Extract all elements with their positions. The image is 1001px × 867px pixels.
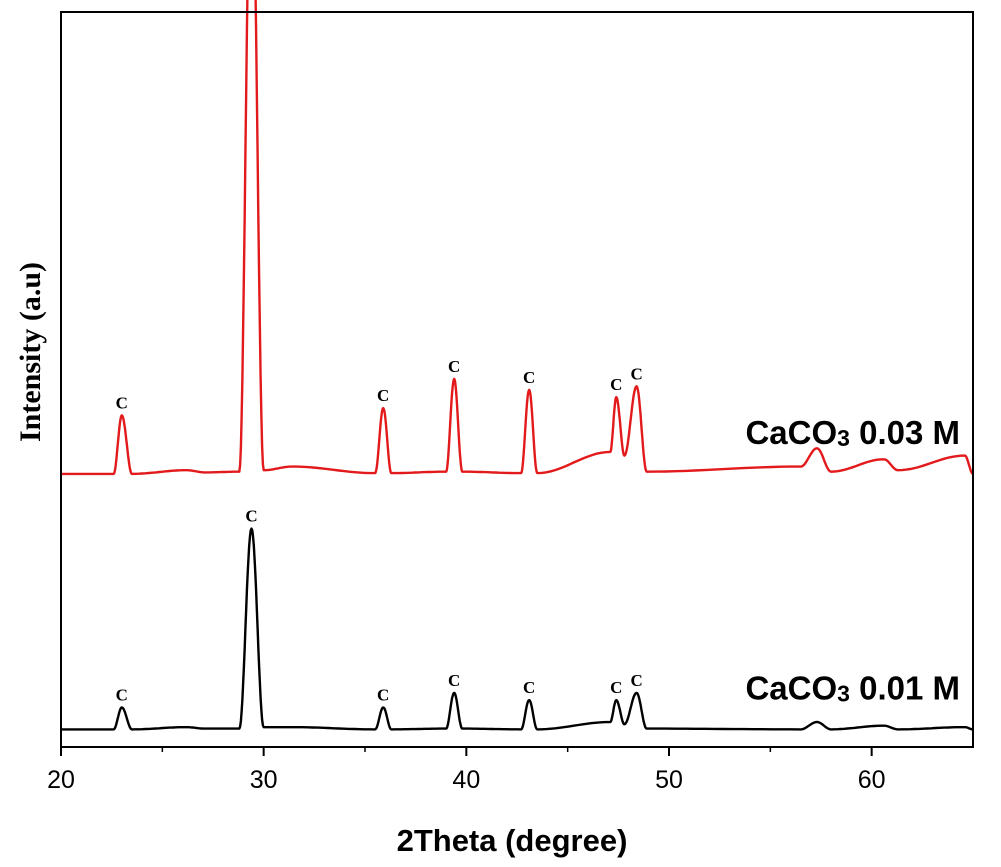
peak-label: C [116,393,128,412]
series-line-1 [61,0,974,476]
peak-label: C [610,678,622,697]
peak-label: C [377,686,389,705]
series-label-0: CaCO3 0.01 M [745,669,960,706]
peak-label: C [245,507,257,526]
peak-label: C [630,364,642,383]
peak-label: C [523,678,535,697]
series-line-0 [61,527,974,731]
x-tick-label: 30 [250,766,278,794]
peak-label: C [523,368,535,387]
x-tick-label: 20 [47,766,75,794]
peak-label: C [377,386,389,405]
x-axis-title: 2Theta (degree) [397,823,628,858]
x-tick-label: 40 [452,766,480,794]
peak-labels-layer: CCCCCCCCCCCCCCCCCCCCC [116,357,643,705]
peak-label: C [448,357,460,376]
x-tick-label: 50 [655,766,683,794]
curves-layer [61,0,974,731]
peak-label: C [610,375,622,394]
peak-label: C [116,686,128,705]
x-axis-ticks: 20 30 40 50 60 [47,747,886,794]
y-axis-title: Intensity (a.u) [14,262,47,442]
peak-label: C [448,671,460,690]
series-label-1: CaCO3 0.03 M [745,414,960,451]
plot-frame [60,11,974,748]
x-tick-label: 60 [858,766,886,794]
peak-label: C [630,671,642,690]
